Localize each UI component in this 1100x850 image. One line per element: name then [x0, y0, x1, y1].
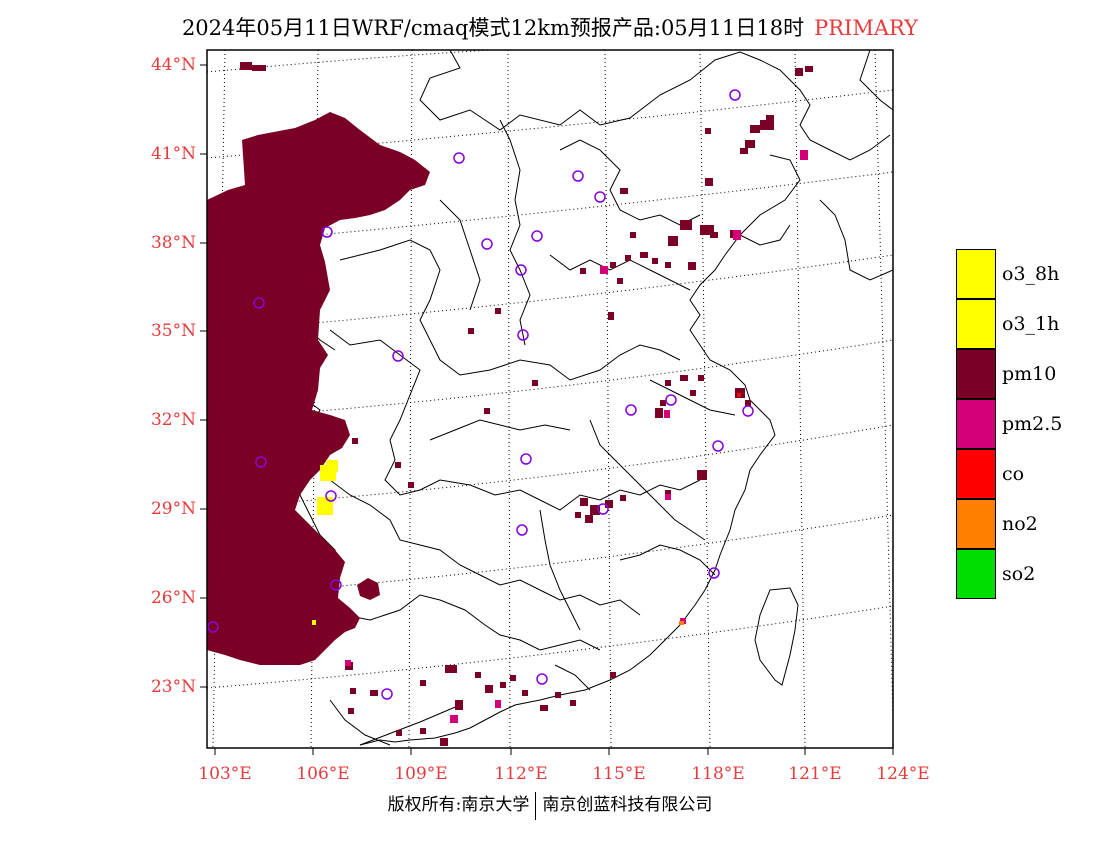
lat-label-29: 29°N	[150, 499, 196, 519]
legend-label-no2: no2	[1002, 513, 1038, 535]
pm10-area	[207, 62, 430, 665]
lon-label-121: 121°E	[788, 764, 842, 784]
o3-cells	[312, 460, 338, 625]
legend-swatch-pm25	[956, 399, 996, 449]
legend-label-so2: so2	[1002, 563, 1036, 585]
lat-label-26: 26°N	[150, 588, 196, 608]
legend-label-pm25: pm2.5	[1002, 413, 1063, 435]
lon-label-112: 112°E	[494, 764, 548, 784]
city-stations	[207, 89, 754, 700]
axis-ticks	[200, 64, 894, 755]
lat-label-35: 35°N	[150, 321, 196, 341]
lon-label-124: 124°E	[876, 764, 930, 784]
legend-label-o3-1h: o3_1h	[1002, 313, 1060, 335]
map-frame	[206, 49, 894, 749]
lat-label-32: 32°N	[150, 410, 196, 430]
lat-label-23: 23°N	[150, 677, 196, 697]
primary-tag: PRIMARY	[814, 16, 919, 40]
lon-label-103: 103°E	[198, 764, 252, 784]
footer-left: 版权所有:南京大学	[387, 795, 530, 815]
lon-label-115: 115°E	[592, 764, 646, 784]
pollution-cells	[312, 66, 813, 746]
legend-label-pm10: pm10	[1002, 363, 1057, 385]
legend-swatch-o3-8h	[956, 249, 996, 299]
legend-swatch-no2	[956, 499, 996, 549]
title-text: 2024年05月11日WRF/cmaq模式12km预报产品:05月11日18时	[181, 16, 805, 40]
lat-label-38: 38°N	[150, 233, 196, 253]
co-cell	[737, 393, 741, 397]
lon-label-118: 118°E	[691, 764, 745, 784]
lon-label-106: 106°E	[296, 764, 350, 784]
legend-swatch-pm10	[956, 349, 996, 399]
footer-right: 南京创蓝科技有限公司	[542, 795, 713, 815]
lon-label-109: 109°E	[394, 764, 448, 784]
legend-label-co: co	[1002, 463, 1025, 485]
footer-divider	[535, 791, 537, 820]
boundaries	[207, 50, 893, 746]
copyright-footer: 版权所有:南京大学 南京创蓝科技有限公司	[0, 790, 1100, 820]
legend-swatch-co	[956, 449, 996, 499]
legend-swatch-so2	[956, 549, 996, 599]
map-title: 2024年05月11日WRF/cmaq模式12km预报产品:05月11日18时 P…	[0, 12, 1100, 42]
no2-cell	[679, 621, 684, 625]
legend-swatch-o3-1h	[956, 299, 996, 349]
lat-label-41: 41°N	[150, 144, 196, 164]
legend-label-o3-8h: o3_8h	[1002, 263, 1060, 285]
lat-label-44: 44°N	[150, 55, 196, 75]
